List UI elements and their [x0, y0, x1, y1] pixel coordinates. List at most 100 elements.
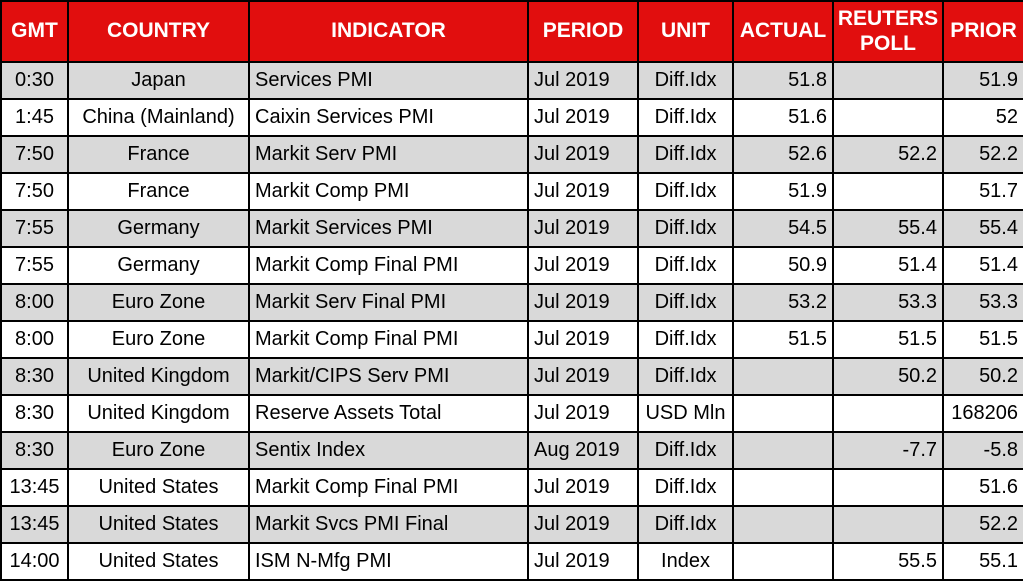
cell-gmt: 8:30	[0, 431, 69, 470]
cell-prior: 52	[942, 98, 1023, 137]
cell-unit: Diff.Idx	[637, 98, 734, 137]
cell-prior: 168206	[942, 394, 1023, 433]
cell-unit: Diff.Idx	[637, 320, 734, 359]
cell-actual: 51.8	[732, 61, 834, 100]
cell-country: Japan	[67, 61, 250, 100]
cell-gmt: 8:00	[0, 320, 69, 359]
cell-period: Jul 2019	[527, 283, 639, 322]
cell-reuters_poll: 51.4	[832, 246, 944, 285]
cell-prior: 51.4	[942, 246, 1023, 285]
cell-gmt: 7:50	[0, 135, 69, 174]
cell-indicator: Sentix Index	[248, 431, 529, 470]
cell-actual	[732, 431, 834, 470]
cell-indicator: Reserve Assets Total	[248, 394, 529, 433]
cell-gmt: 8:00	[0, 283, 69, 322]
cell-indicator: Markit/CIPS Serv PMI	[248, 357, 529, 396]
cell-country: Euro Zone	[67, 320, 250, 359]
table-body: 0:30 Japan Services PMI Jul 2019 Diff.Idx 51.…	[0, 61, 1023, 581]
cell-actual	[732, 505, 834, 544]
cell-actual: 51.9	[732, 172, 834, 211]
cell-reuters_poll	[832, 61, 944, 100]
cell-prior: 51.6	[942, 468, 1023, 507]
cell-actual: 51.5	[732, 320, 834, 359]
cell-gmt: 7:55	[0, 246, 69, 285]
table-row: 7:50 France Markit Serv PMI Jul 2019 Diff.Id…	[0, 135, 1023, 174]
cell-period: Aug 2019	[527, 431, 639, 470]
cell-period: Jul 2019	[527, 209, 639, 248]
cell-period: Jul 2019	[527, 468, 639, 507]
cell-period: Jul 2019	[527, 98, 639, 137]
cell-country: United Kingdom	[67, 394, 250, 433]
column-header-unit: UNIT	[637, 0, 734, 63]
cell-indicator: Markit Comp Final PMI	[248, 246, 529, 285]
cell-gmt: 13:45	[0, 468, 69, 507]
cell-reuters_poll	[832, 468, 944, 507]
cell-prior: 51.7	[942, 172, 1023, 211]
cell-prior: 51.9	[942, 61, 1023, 100]
table-header: GMT COUNTRY INDICATOR PERIOD UNIT ACTUAL REUTE…	[0, 0, 1023, 63]
table-row: 13:45 United States Markit Svcs PMI Final J…	[0, 505, 1023, 544]
table-row: 7:55 Germany Markit Services PMI Jul 2019 Di…	[0, 209, 1023, 248]
cell-prior: 52.2	[942, 135, 1023, 174]
column-header-prior: PRIOR	[942, 0, 1023, 63]
table-row: 8:30 Euro Zone Sentix Index Aug 2019 Diff.Id…	[0, 431, 1023, 470]
cell-unit: USD Mln	[637, 394, 734, 433]
cell-country: Euro Zone	[67, 431, 250, 470]
cell-indicator: Markit Svcs PMI Final	[248, 505, 529, 544]
cell-reuters_poll	[832, 172, 944, 211]
cell-gmt: 8:30	[0, 357, 69, 396]
table-row: 8:30 United Kingdom Markit/CIPS Serv PMI Ju…	[0, 357, 1023, 396]
cell-gmt: 7:50	[0, 172, 69, 211]
header-row: GMT COUNTRY INDICATOR PERIOD UNIT ACTUAL REUTE…	[0, 0, 1023, 63]
column-header-actual: ACTUAL	[732, 0, 834, 63]
cell-reuters_poll	[832, 98, 944, 137]
column-header-indicator: INDICATOR	[248, 0, 529, 63]
cell-country: Germany	[67, 209, 250, 248]
cell-unit: Diff.Idx	[637, 61, 734, 100]
cell-prior: -5.8	[942, 431, 1023, 470]
table-row: 7:55 Germany Markit Comp Final PMI Jul 2019…	[0, 246, 1023, 285]
cell-actual	[732, 394, 834, 433]
cell-reuters_poll: 55.5	[832, 542, 944, 581]
cell-country: United States	[67, 468, 250, 507]
cell-actual: 53.2	[732, 283, 834, 322]
table-row: 0:30 Japan Services PMI Jul 2019 Diff.Idx 51.…	[0, 61, 1023, 100]
cell-country: Germany	[67, 246, 250, 285]
table-row: 8:30 United Kingdom Reserve Assets Total Ju…	[0, 394, 1023, 433]
cell-unit: Index	[637, 542, 734, 581]
cell-period: Jul 2019	[527, 394, 639, 433]
cell-unit: Diff.Idx	[637, 135, 734, 174]
cell-prior: 55.1	[942, 542, 1023, 581]
cell-actual: 52.6	[732, 135, 834, 174]
cell-unit: Diff.Idx	[637, 431, 734, 470]
cell-prior: 51.5	[942, 320, 1023, 359]
cell-unit: Diff.Idx	[637, 505, 734, 544]
cell-reuters_poll: 50.2	[832, 357, 944, 396]
cell-indicator: Markit Comp Final PMI	[248, 320, 529, 359]
cell-indicator: Markit Serv PMI	[248, 135, 529, 174]
cell-unit: Diff.Idx	[637, 209, 734, 248]
cell-gmt: 13:45	[0, 505, 69, 544]
column-header-period: PERIOD	[527, 0, 639, 63]
table-row: 8:00 Euro Zone Markit Serv Final PMI Jul 20…	[0, 283, 1023, 322]
cell-country: United Kingdom	[67, 357, 250, 396]
table-row: 8:00 Euro Zone Markit Comp Final PMI Jul 20…	[0, 320, 1023, 359]
table-row: 7:50 France Markit Comp PMI Jul 2019 Diff.Id…	[0, 172, 1023, 211]
cell-country: France	[67, 172, 250, 211]
cell-gmt: 7:55	[0, 209, 69, 248]
cell-period: Jul 2019	[527, 320, 639, 359]
table-row: 14:00 United States ISM N-Mfg PMI Jul 2019 I…	[0, 542, 1023, 581]
column-header-country: COUNTRY	[67, 0, 250, 63]
cell-country: United States	[67, 505, 250, 544]
cell-indicator: Services PMI	[248, 61, 529, 100]
cell-reuters_poll: 55.4	[832, 209, 944, 248]
table-row: 1:45 China (Mainland) Caixin Services PMI J…	[0, 98, 1023, 137]
cell-reuters_poll	[832, 394, 944, 433]
column-header-reuters_poll: REUTERS POLL	[832, 0, 944, 63]
cell-unit: Diff.Idx	[637, 468, 734, 507]
cell-indicator: Caixin Services PMI	[248, 98, 529, 137]
cell-indicator: ISM N-Mfg PMI	[248, 542, 529, 581]
cell-actual: 51.6	[732, 98, 834, 137]
column-header-gmt: GMT	[0, 0, 69, 63]
